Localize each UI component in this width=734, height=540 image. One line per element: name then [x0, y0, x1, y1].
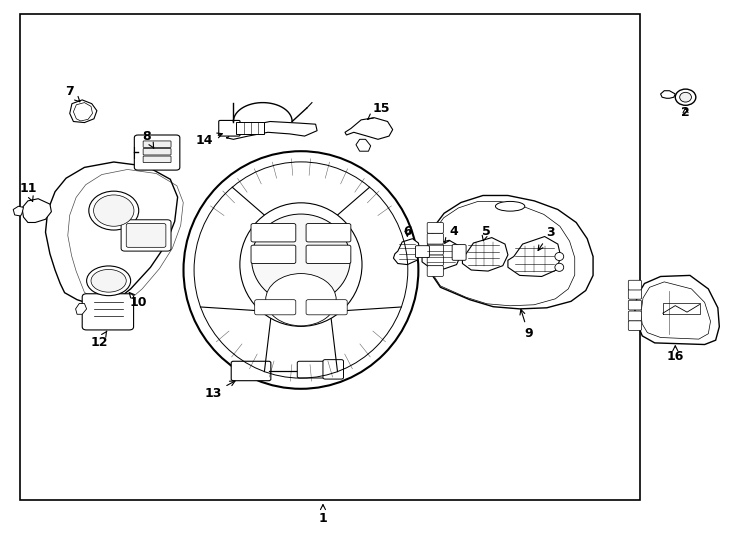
- Polygon shape: [508, 237, 561, 276]
- FancyBboxPatch shape: [251, 245, 296, 264]
- FancyBboxPatch shape: [255, 300, 296, 315]
- Ellipse shape: [89, 191, 139, 230]
- Ellipse shape: [266, 274, 336, 326]
- Polygon shape: [393, 239, 420, 265]
- FancyBboxPatch shape: [126, 224, 166, 247]
- FancyBboxPatch shape: [427, 266, 443, 276]
- Polygon shape: [46, 162, 178, 305]
- FancyBboxPatch shape: [628, 289, 642, 299]
- FancyBboxPatch shape: [427, 255, 443, 266]
- FancyBboxPatch shape: [231, 361, 271, 381]
- Polygon shape: [661, 91, 675, 98]
- FancyBboxPatch shape: [415, 246, 429, 258]
- Polygon shape: [462, 238, 508, 271]
- Polygon shape: [430, 195, 593, 309]
- Polygon shape: [422, 240, 461, 269]
- Polygon shape: [226, 122, 317, 139]
- Text: 10: 10: [129, 293, 147, 309]
- FancyBboxPatch shape: [323, 360, 344, 379]
- Ellipse shape: [240, 203, 362, 326]
- Polygon shape: [13, 206, 23, 216]
- FancyBboxPatch shape: [121, 220, 171, 251]
- FancyBboxPatch shape: [628, 311, 642, 321]
- FancyBboxPatch shape: [143, 148, 171, 155]
- Text: 4: 4: [445, 225, 458, 243]
- Text: 2: 2: [681, 106, 690, 119]
- Text: 14: 14: [195, 133, 222, 147]
- Ellipse shape: [252, 214, 350, 305]
- FancyBboxPatch shape: [306, 300, 347, 315]
- FancyBboxPatch shape: [427, 244, 443, 255]
- FancyBboxPatch shape: [236, 122, 264, 134]
- Text: 9: 9: [520, 309, 533, 340]
- Text: 6: 6: [403, 225, 412, 238]
- Ellipse shape: [184, 151, 418, 389]
- Ellipse shape: [91, 269, 126, 292]
- Text: 7: 7: [65, 85, 80, 102]
- FancyBboxPatch shape: [251, 224, 296, 242]
- Polygon shape: [76, 303, 87, 314]
- Polygon shape: [356, 139, 371, 151]
- Text: 8: 8: [142, 130, 153, 148]
- FancyBboxPatch shape: [143, 156, 171, 163]
- Polygon shape: [345, 118, 393, 139]
- FancyBboxPatch shape: [628, 300, 642, 310]
- Ellipse shape: [87, 266, 131, 296]
- FancyBboxPatch shape: [427, 233, 443, 244]
- FancyBboxPatch shape: [219, 120, 240, 136]
- Text: 15: 15: [368, 102, 390, 119]
- Bar: [20, 14, 640, 500]
- Ellipse shape: [93, 195, 134, 226]
- FancyBboxPatch shape: [134, 135, 180, 170]
- Ellipse shape: [555, 252, 564, 261]
- FancyBboxPatch shape: [427, 222, 443, 233]
- Polygon shape: [22, 199, 51, 222]
- Ellipse shape: [680, 92, 691, 102]
- Text: 11: 11: [19, 183, 37, 201]
- Text: 13: 13: [204, 381, 235, 400]
- Polygon shape: [70, 100, 97, 123]
- FancyBboxPatch shape: [82, 294, 134, 330]
- Text: 12: 12: [90, 331, 108, 349]
- Ellipse shape: [675, 89, 696, 105]
- FancyBboxPatch shape: [628, 321, 642, 330]
- Text: 16: 16: [666, 346, 684, 363]
- FancyBboxPatch shape: [297, 361, 327, 378]
- Text: 5: 5: [482, 225, 490, 241]
- FancyBboxPatch shape: [628, 280, 642, 290]
- Polygon shape: [635, 275, 719, 345]
- FancyBboxPatch shape: [306, 245, 351, 264]
- FancyBboxPatch shape: [143, 141, 171, 147]
- Ellipse shape: [555, 263, 564, 271]
- Ellipse shape: [495, 201, 525, 211]
- Text: 3: 3: [538, 226, 555, 251]
- FancyBboxPatch shape: [452, 245, 466, 260]
- Text: 1: 1: [319, 504, 327, 525]
- FancyBboxPatch shape: [306, 224, 351, 242]
